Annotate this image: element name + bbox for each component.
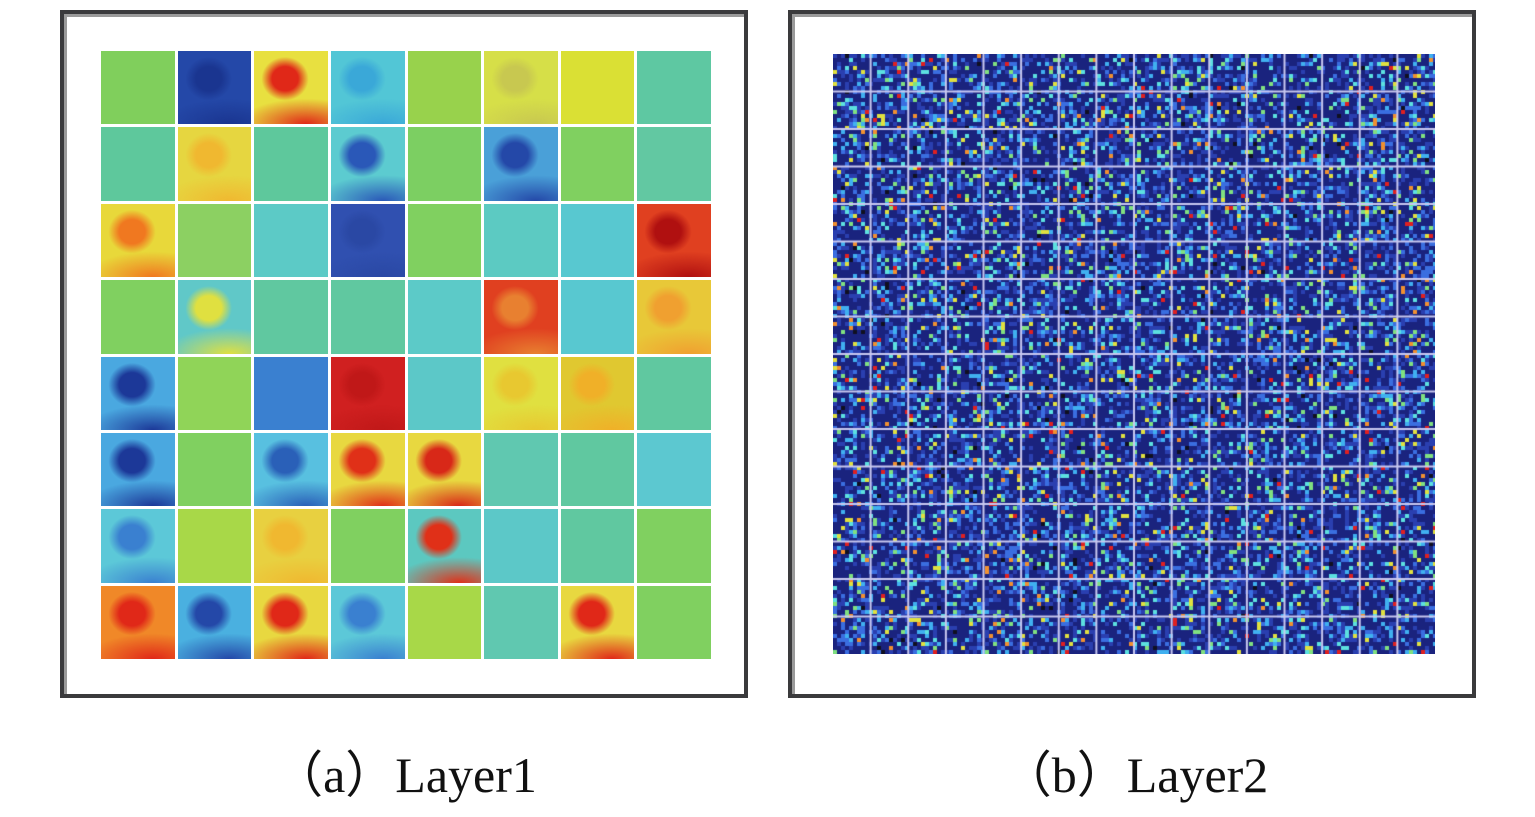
feature-tile <box>484 51 558 125</box>
feature-tile <box>637 432 711 507</box>
feature-tile <box>484 203 558 278</box>
feature-tile <box>330 203 405 278</box>
feature-tile <box>330 509 405 583</box>
layer1-panel <box>60 10 748 698</box>
feature-tile <box>330 432 405 507</box>
feature-tile <box>330 51 405 125</box>
feature-tile <box>407 585 482 659</box>
feature-tile <box>177 585 252 659</box>
feature-tile <box>254 585 328 659</box>
feature-tile <box>101 432 175 507</box>
caption-layer2: （b）Layer2 <box>1001 747 1269 803</box>
layer2-feature-map <box>833 54 1435 654</box>
feature-tile <box>254 51 328 125</box>
layer2-panel <box>788 10 1476 698</box>
feature-tile <box>637 509 711 583</box>
feature-tile <box>101 280 175 354</box>
feature-tile <box>177 509 252 583</box>
feature-tile <box>637 280 711 354</box>
feature-tile <box>254 127 328 201</box>
feature-tile <box>560 280 635 354</box>
feature-tile <box>407 356 482 430</box>
feature-tile <box>637 203 711 278</box>
feature-tile <box>254 356 328 430</box>
feature-tile <box>101 51 175 125</box>
feature-tile <box>177 356 252 430</box>
feature-tile <box>560 203 635 278</box>
feature-tile <box>560 585 635 659</box>
feature-tile <box>560 432 635 507</box>
feature-tile <box>101 356 175 430</box>
feature-tile <box>637 127 711 201</box>
feature-tile <box>407 203 482 278</box>
feature-tile <box>177 51 252 125</box>
feature-tile <box>254 203 328 278</box>
feature-tile <box>330 127 405 201</box>
feature-tile <box>484 585 558 659</box>
feature-tile <box>407 127 482 201</box>
feature-tile <box>407 280 482 354</box>
feature-tile <box>177 432 252 507</box>
feature-tile <box>254 280 328 354</box>
feature-tile <box>177 280 252 354</box>
feature-tile <box>637 585 711 659</box>
feature-tile <box>407 432 482 507</box>
feature-tile <box>101 585 175 659</box>
feature-tile <box>407 509 482 583</box>
feature-tile <box>101 203 175 278</box>
feature-tile <box>254 432 328 507</box>
caption-layer1: （a）Layer1 <box>273 747 537 803</box>
feature-tile <box>484 127 558 201</box>
feature-tile <box>254 509 328 583</box>
feature-tile <box>484 356 558 430</box>
feature-tile <box>101 509 175 583</box>
feature-tile <box>484 509 558 583</box>
layer1-feature-grid <box>101 51 711 659</box>
feature-tile <box>484 432 558 507</box>
feature-tile <box>177 203 252 278</box>
feature-tile <box>177 127 252 201</box>
feature-tile <box>484 280 558 354</box>
feature-tile <box>637 51 711 125</box>
feature-tile <box>560 127 635 201</box>
feature-tile <box>101 127 175 201</box>
feature-tile <box>330 280 405 354</box>
feature-tile <box>330 585 405 659</box>
feature-tile <box>407 51 482 125</box>
feature-tile <box>560 356 635 430</box>
feature-tile <box>637 356 711 430</box>
feature-tile <box>560 509 635 583</box>
feature-tile <box>330 356 405 430</box>
feature-tile <box>560 51 635 125</box>
